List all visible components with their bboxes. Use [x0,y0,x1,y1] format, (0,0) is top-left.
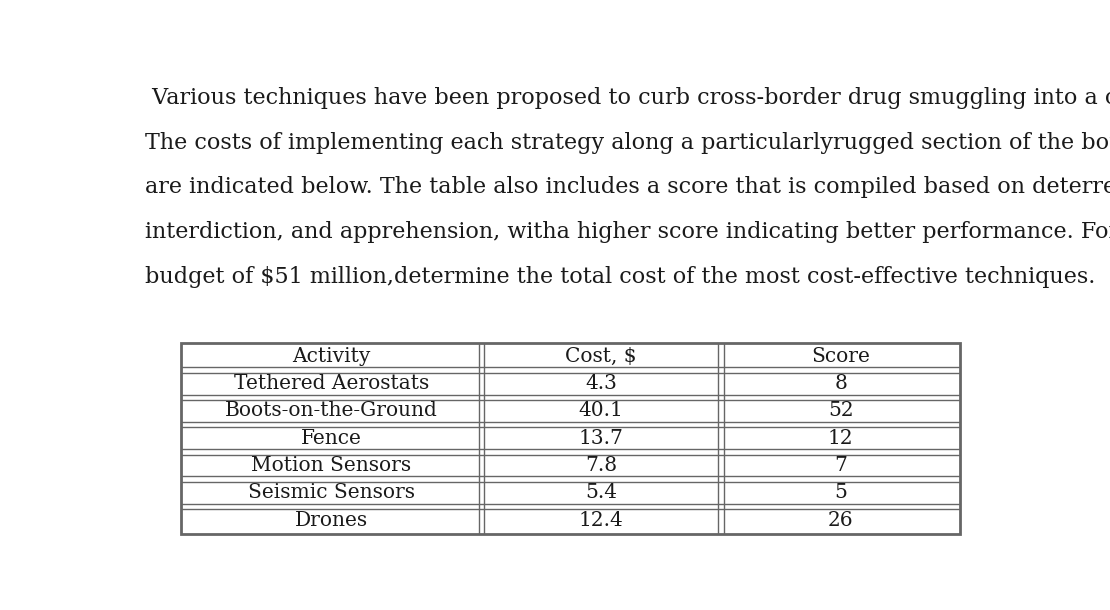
Text: budget of $51 million,determine the total cost of the most cost-effective techni: budget of $51 million,determine the tota… [145,266,1096,288]
Text: 40.1: 40.1 [578,401,624,420]
Text: 7.8: 7.8 [585,456,617,475]
Text: interdiction, and apprehension, witha higher score indicating better performance: interdiction, and apprehension, witha hi… [145,221,1110,243]
Text: 13.7: 13.7 [578,429,624,448]
Text: 7: 7 [835,456,847,475]
Text: The costs of implementing each strategy along a particularlyrugged section of th: The costs of implementing each strategy … [145,132,1110,154]
Text: Boots-on-the-Ground: Boots-on-the-Ground [225,401,437,420]
Text: Various techniques have been proposed to curb cross-border drug smuggling into a: Various techniques have been proposed to… [145,87,1110,109]
Text: Motion Sensors: Motion Sensors [251,456,412,475]
Text: Seismic Sensors: Seismic Sensors [248,483,415,502]
Text: 12: 12 [828,429,854,448]
Text: 12.4: 12.4 [578,511,624,529]
Text: 52: 52 [828,401,854,420]
Text: 8: 8 [835,374,847,393]
Text: 5.4: 5.4 [585,483,617,502]
Text: 5: 5 [835,483,847,502]
Text: Fence: Fence [301,429,362,448]
Text: Drones: Drones [295,511,367,529]
Bar [181,343,960,534]
Text: Tethered Aerostats: Tethered Aerostats [234,374,428,393]
Text: Activity: Activity [292,347,371,366]
Text: 4.3: 4.3 [585,374,617,393]
Text: Cost, $: Cost, $ [565,347,637,366]
Text: are indicated below. The table also includes a score that is compiled based on d: are indicated below. The table also incl… [145,176,1110,198]
Text: 26: 26 [828,511,854,529]
Text: Score: Score [811,347,870,366]
